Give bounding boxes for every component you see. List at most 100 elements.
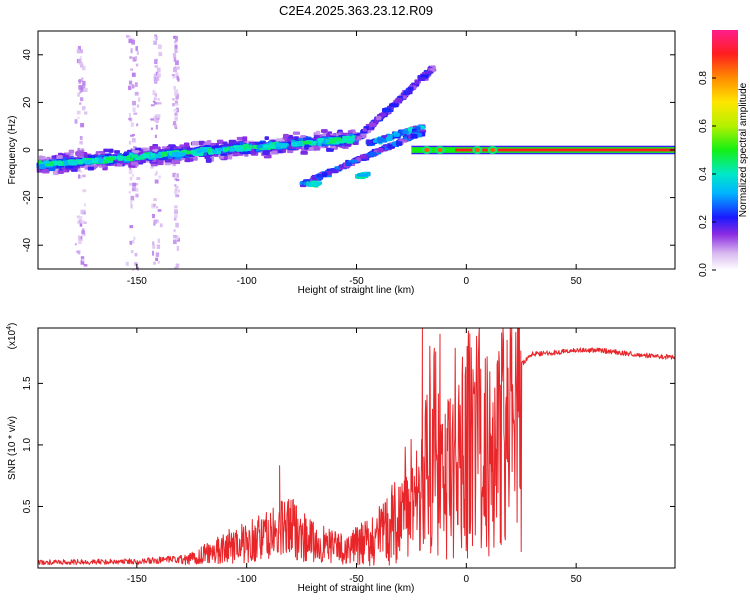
spectrogram-noise-cell: [157, 114, 161, 119]
spectrogram-cell: [376, 137, 385, 142]
spectrogram-cell: [408, 86, 414, 91]
spectrogram-noise-cell: [131, 84, 134, 89]
spectrogram-cell: [131, 154, 138, 158]
spectrogram-noise-cell: [151, 213, 155, 219]
spectrogram-cell: [161, 151, 168, 157]
spectrogram-noise-cell: [177, 189, 181, 193]
spectrogram-noise-cell: [130, 250, 134, 254]
spectrogram-noise-cell: [154, 64, 158, 68]
spectrogram-noise-cell: [172, 103, 175, 107]
colorbar-tick-label: 0.0: [698, 263, 709, 277]
spectrogram-cell: [70, 168, 78, 172]
spectrogram-noise-cell: [132, 100, 136, 106]
spectrogram-noise-cell: [156, 72, 161, 78]
spectrogram-cell: [330, 168, 337, 174]
spectrogram-cell: [57, 160, 62, 165]
spectrogram-cell: [389, 103, 396, 107]
spectrogram-cell: [68, 149, 75, 154]
spectrogram-cell: [98, 158, 103, 164]
snr-ytick-label: 1.5: [22, 376, 33, 390]
spectrogram-cell: [414, 80, 420, 85]
spectrogram-noise-cell: [137, 97, 141, 102]
spectrogram-ytick-label: 40: [22, 49, 33, 61]
spectrogram-cell: [386, 136, 393, 142]
spectrogram-cell: [190, 149, 196, 155]
colorbar: 0.0 0.2 0.4 0.6 0.8 Normalized spectral ampl…: [698, 30, 749, 277]
spectrogram-xtick-label: 0: [464, 276, 470, 287]
spectrogram-noise-cell: [82, 189, 87, 193]
spectrogram-noise-cell: [152, 241, 155, 246]
spectrogram-cell: [57, 170, 64, 174]
spectrogram-noise-cell: [155, 257, 159, 261]
spectrogram-noise-cell: [173, 121, 177, 125]
spectrogram-noise-cell: [129, 68, 134, 71]
spectrogram-noise-cell: [156, 76, 160, 81]
spectrogram-noise-cell: [175, 194, 180, 198]
spectrogram-cell: [425, 70, 433, 75]
spectrogram-cell: [303, 140, 311, 145]
spectrogram-noise-cell: [78, 61, 83, 65]
spectrogram-noise-cell: [175, 72, 179, 78]
spectrogram-cell: [315, 130, 321, 135]
figure-title: C2E4.2025.363.23.12.R09: [279, 3, 433, 18]
spectrogram-cell: [326, 147, 334, 152]
spectrogram-cell: [106, 157, 114, 161]
spectrogram-noise-cell: [175, 178, 180, 182]
spectrogram-noise-cell: [174, 266, 178, 270]
spectrogram-noise-cell: [80, 220, 85, 224]
carrier-blob-core: [437, 148, 443, 152]
spectrogram-cell: [192, 140, 199, 146]
spectrogram-cell: [235, 146, 244, 152]
spectrogram-cell: [206, 139, 212, 144]
spectrogram-noise-cell: [76, 49, 81, 54]
spectrogram-cell: [325, 139, 331, 143]
spectrogram-noise-cell: [80, 123, 85, 128]
spectrogram-noise-cell: [79, 221, 83, 227]
spectrogram-cell: [349, 137, 355, 142]
spectrogram-noise-cell: [135, 193, 139, 198]
spectrogram-cell: [131, 150, 140, 155]
spectrogram-noise-cell: [79, 215, 83, 220]
spectrogram-cell: [154, 153, 162, 159]
spectrogram-cell: [393, 132, 400, 137]
spectrogram-noise-cell: [79, 136, 83, 140]
snr-scale-label: (x104): [6, 323, 18, 350]
spectrogram-noise-cell: [74, 119, 78, 124]
spectrogram-noise-cell: [174, 89, 179, 94]
spectrogram-axes: -150 -100 -50 0 50 -40 -20 0 20 40: [22, 31, 675, 287]
spectrogram-ytick-label: -40: [22, 238, 33, 253]
spectrogram-noise-cell: [77, 235, 81, 239]
snr-axes: -150 -100 -50 0 50 0.5 1.0 1.5: [22, 328, 675, 585]
spectrogram-noise-cell: [173, 108, 178, 112]
spectrogram-noise-cell: [154, 219, 157, 224]
spectrogram-noise-cell: [154, 114, 159, 119]
spectrogram-cell: [397, 97, 403, 102]
spectrogram-noise-cell: [173, 234, 177, 238]
spectrogram-noise-cell: [80, 256, 85, 260]
spectrogram-cell: [322, 132, 328, 137]
spectrogram-xtick-label: -50: [349, 276, 364, 287]
spectrogram-noise-cell: [131, 72, 136, 77]
spectrogram-noise-cell: [80, 86, 84, 90]
spectrogram-noise-cell: [175, 222, 179, 228]
spectrogram-noise-cell: [155, 119, 159, 124]
spectrogram-noise-cell: [159, 223, 163, 228]
spectrogram-noise-cell: [129, 225, 134, 229]
spectrogram-noise-cell: [152, 250, 155, 256]
spectrogram-noise-cell: [153, 198, 157, 202]
spectrogram-cell: [179, 152, 186, 156]
spectrogram-cell: [311, 182, 317, 187]
spectrogram-noise-cell: [175, 235, 179, 240]
spectrogram-noise-cell: [132, 107, 136, 113]
spectrogram-noise-cell: [174, 190, 178, 195]
spectrogram-noise-cell: [133, 236, 136, 240]
spectrogram-noise-cell: [153, 36, 157, 39]
spectrogram-noise-cell: [173, 35, 177, 39]
spectrogram-cell: [250, 150, 257, 155]
spectrogram-cell: [236, 136, 244, 141]
spectrogram-noise-cell: [174, 188, 178, 192]
spectrogram-noise-cell: [128, 35, 131, 38]
snr-xtick-label: 50: [571, 574, 583, 585]
spectrogram-noise-cell: [153, 203, 156, 207]
